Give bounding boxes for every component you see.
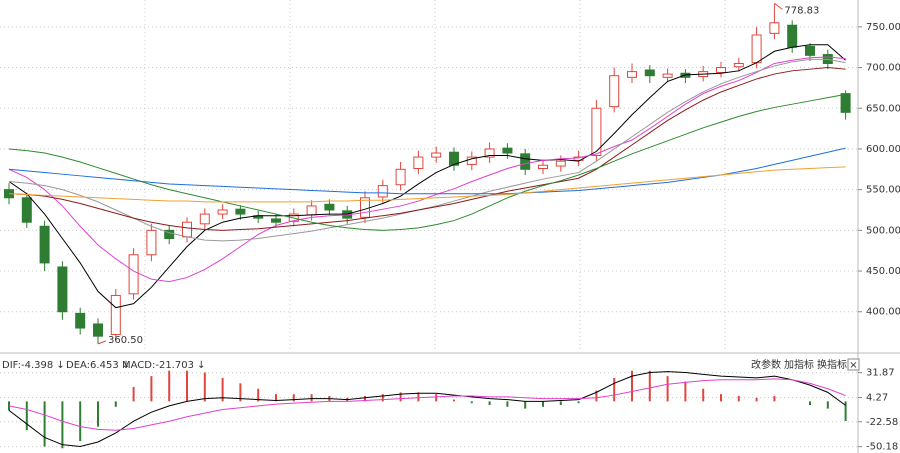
candle-body — [324, 203, 335, 211]
y-tick-label: 450.00 — [866, 266, 900, 277]
candle-body — [164, 229, 175, 239]
candle-body — [609, 75, 620, 108]
y-tick-label: 500.00 — [866, 225, 900, 236]
button[interactable]: 换指标 — [817, 358, 847, 371]
min-label: 360.50 — [108, 335, 143, 346]
candle-body — [39, 225, 50, 264]
candle-body — [377, 185, 388, 198]
candle-body — [57, 266, 68, 313]
ma-line — [8, 56, 846, 283]
candle-body — [520, 153, 531, 170]
ma-line — [8, 93, 846, 231]
close-button[interactable]: × — [849, 360, 857, 371]
candle-body — [555, 160, 566, 167]
y-tick-label: 400.00 — [866, 307, 900, 318]
ma-line — [8, 147, 846, 195]
y-tick-label: 31.87 — [866, 368, 895, 379]
candle-body — [182, 221, 192, 238]
candle-body — [21, 197, 32, 223]
candle-body — [146, 229, 157, 256]
ma-line — [8, 44, 846, 309]
candle-body — [128, 254, 139, 295]
candle-body — [733, 62, 744, 68]
candle-body — [787, 24, 798, 48]
button[interactable]: 加指标 — [784, 358, 814, 371]
candle-body — [110, 294, 121, 336]
candle-body — [484, 148, 495, 158]
candle-body — [431, 152, 442, 158]
macd-line — [8, 371, 846, 447]
max-arrow — [774, 2, 783, 10]
max-label: 778.83 — [784, 5, 819, 16]
candle-body — [662, 73, 673, 78]
candle-body — [466, 156, 477, 165]
ma-line — [8, 166, 846, 203]
candle-body — [716, 67, 726, 73]
y-tick-label: 700.00 — [866, 63, 900, 74]
candle-body — [538, 164, 548, 169]
candle-body — [413, 156, 424, 169]
candle-body — [271, 218, 281, 223]
candle-body — [769, 22, 780, 34]
ma-line — [8, 67, 846, 231]
y-tick-label: 600.00 — [866, 144, 900, 155]
macd-line — [8, 378, 846, 431]
candle-body — [449, 151, 459, 166]
y-tick-label: 650.00 — [866, 103, 900, 114]
candle-body — [751, 34, 762, 64]
candle-body — [591, 107, 602, 156]
macd-legend: DIF:-4.398 ↓ — [2, 360, 65, 371]
min-arrow — [97, 340, 107, 345]
button[interactable]: 改参数 — [751, 358, 781, 371]
close-box[interactable] — [847, 358, 860, 371]
candle-body — [644, 69, 655, 77]
candle-body — [805, 45, 815, 56]
candle-body — [75, 312, 86, 329]
candle-body — [627, 71, 637, 78]
y-tick-label: 4.27 — [866, 393, 888, 404]
y-tick-label: -22.58 — [866, 417, 898, 428]
y-tick-label: 550.00 — [866, 185, 900, 196]
candle-body — [93, 323, 103, 337]
candle-body — [502, 147, 513, 154]
y-tick-label: -50.18 — [866, 442, 898, 453]
candle-body — [395, 168, 406, 186]
y-tick-label: 750.00 — [866, 22, 900, 33]
candle-body — [217, 209, 228, 215]
macd-legend: MACD:-21.703 ↓ — [122, 360, 206, 371]
candle-body — [306, 205, 317, 216]
candle-body — [840, 93, 851, 113]
candle-body — [199, 213, 210, 225]
macd-legend: DEA:6.453 ↓ — [66, 360, 130, 371]
candle-body — [235, 208, 246, 215]
